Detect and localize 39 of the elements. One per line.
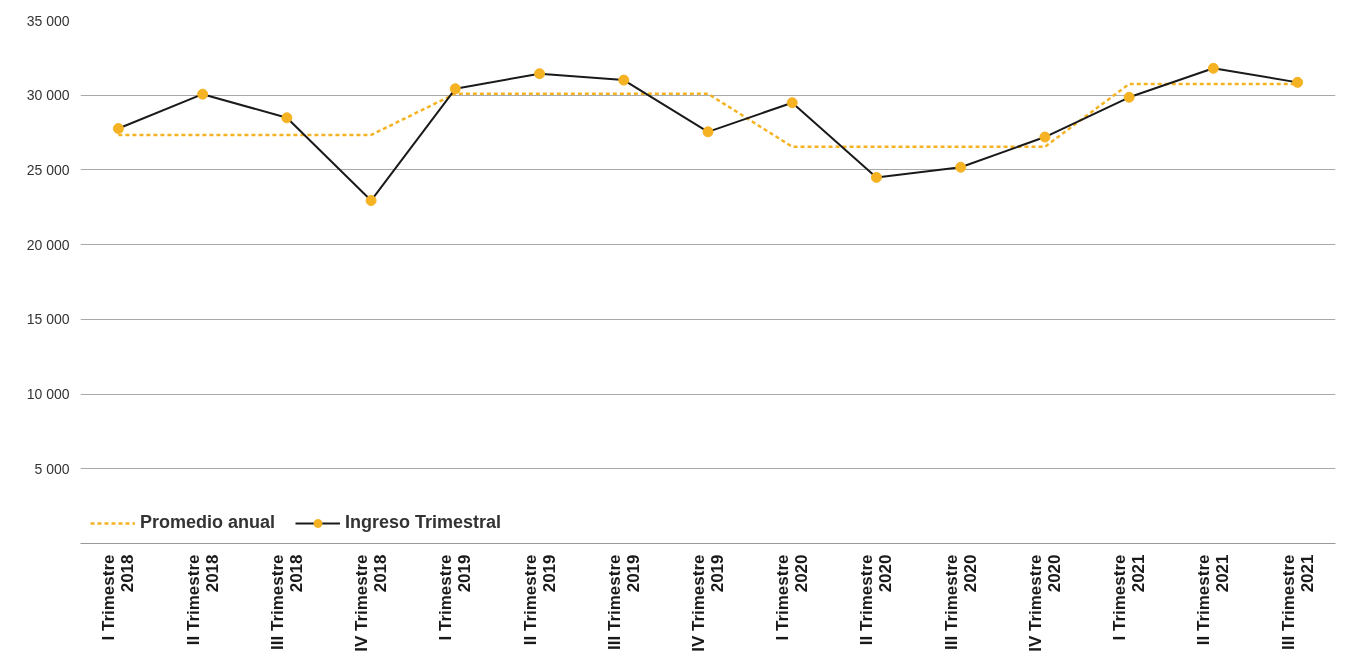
x-tick-label: I Trimestre 2018 (99, 554, 138, 641)
x-tick-label: IV Trimestre 2020 (1025, 554, 1064, 652)
y-tick-label: 20 000 (26, 236, 70, 253)
y-tick-label: 25 000 (26, 161, 70, 178)
x-tick-label: III Trimestre 2019 (604, 554, 643, 650)
point (197, 88, 209, 100)
point (618, 74, 630, 86)
x-tick-label: II Trimestre 2018 (183, 554, 222, 646)
point (534, 68, 546, 80)
point (1039, 131, 1051, 143)
x-tick-label: I Trimestre 2021 (1110, 554, 1149, 641)
point (955, 161, 967, 173)
legend-label: Promedio anual (140, 512, 276, 533)
point (1207, 62, 1219, 74)
point (449, 83, 461, 95)
y-tick-label: 5 000 (34, 460, 70, 477)
x-tick-label: I Trimestre 2020 (773, 554, 812, 641)
point (786, 97, 798, 109)
legend-label: Ingreso Trimestral (345, 512, 502, 533)
x-tick-label: III Trimestre 2021 (1278, 554, 1317, 650)
x-tick-label: IV Trimestre 2018 (352, 554, 391, 652)
y-tick-label: 35 000 (26, 12, 70, 29)
x-tick-label: II Trimestre 2020 (857, 554, 896, 646)
point (281, 112, 293, 124)
x-tick-label: II Trimestre 2019 (520, 554, 559, 646)
point (365, 195, 377, 207)
x-tick-label: I Trimestre 2019 (436, 554, 475, 641)
y-tick-label: 10 000 (26, 386, 70, 403)
x-tick-label: II Trimestre 2021 (1194, 554, 1233, 646)
point (112, 123, 124, 135)
point (1292, 76, 1304, 88)
point (702, 126, 714, 138)
x-tick-label: III Trimestre 2018 (267, 554, 306, 650)
y-tick-label: 30 000 (26, 87, 70, 104)
x-tick-label: IV Trimestre 2019 (689, 554, 727, 652)
x-tick-label: III Trimestre 2020 (941, 554, 980, 650)
y-tick-label: 15 000 (26, 311, 70, 328)
point (1123, 91, 1135, 103)
point (870, 171, 882, 183)
